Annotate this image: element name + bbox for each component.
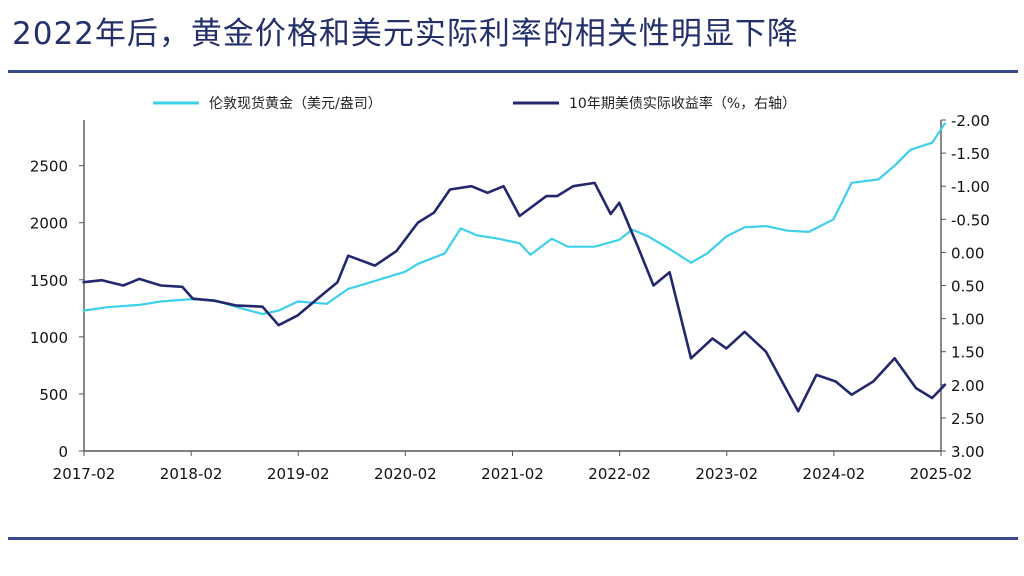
x-tick-label: 2020-02: [374, 465, 437, 483]
top-divider: [8, 70, 1018, 73]
right-tick-label: 0.50: [951, 278, 984, 296]
gold-price-line: [82, 122, 946, 316]
real-yield-line: [82, 181, 947, 413]
right-tick-label: -1.00: [951, 178, 990, 196]
chart-title: 2022年后，黄金价格和美元实际利率的相关性明显下降: [12, 16, 799, 52]
left-tick-label: 2500: [30, 158, 68, 176]
right-tick-label: -2.00: [951, 112, 990, 130]
x-tick-label: 2017-02: [53, 465, 116, 483]
right-tick-label: 1.50: [951, 344, 984, 362]
right-tick-label: -1.50: [951, 145, 990, 163]
right-tick-label: 1.00: [951, 311, 984, 329]
bottom-divider: [8, 537, 1018, 540]
legend-label: 10年期美债实际收益率（%，右轴）: [569, 95, 796, 112]
right-tick-label: 2.50: [951, 410, 984, 428]
left-tick-label: 1000: [30, 329, 68, 347]
legend-label: 伦敦现货黄金（美元/盎司）: [209, 95, 382, 112]
x-tick-label: 2018-02: [160, 465, 223, 483]
x-tick-label: 2025-02: [910, 465, 973, 483]
left-tick-label: 1500: [30, 272, 68, 290]
right-tick-label: 2.00: [951, 377, 984, 395]
x-tick-label: 2023-02: [695, 465, 758, 483]
right-tick-label: 3.00: [951, 443, 984, 461]
x-tick-label: 2024-02: [803, 465, 866, 483]
x-tick-label: 2019-02: [267, 465, 330, 483]
left-tick-label: 2000: [30, 215, 68, 233]
left-tick-label: 0: [58, 443, 68, 461]
left-tick-label: 500: [39, 386, 68, 404]
x-tick-label: 2022-02: [588, 465, 651, 483]
right-tick-label: 0.00: [951, 244, 984, 262]
right-tick-label: -0.50: [951, 211, 990, 229]
x-tick-label: 2021-02: [481, 465, 544, 483]
